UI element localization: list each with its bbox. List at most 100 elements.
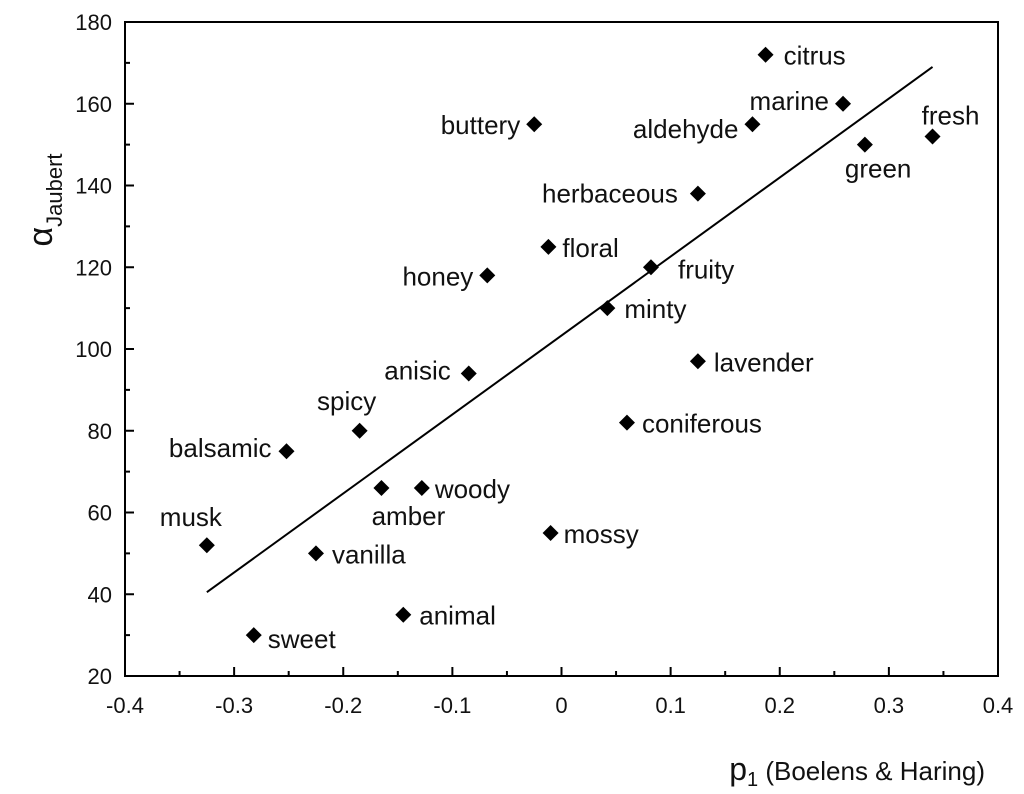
x-tick-label: 0 [555, 693, 567, 718]
point-label: vanilla [332, 539, 406, 569]
x-tick-label: -0.4 [106, 693, 144, 718]
diamond-marker [689, 353, 706, 370]
x-tick-label: -0.2 [324, 693, 362, 718]
point-label: spicy [317, 386, 376, 416]
diamond-marker [198, 537, 215, 554]
diamond-marker [373, 479, 390, 496]
diamond-marker [599, 300, 616, 317]
x-axis-title: p1 (Boelens & Haring) [729, 751, 985, 791]
y-axis-title: αJaubert [22, 153, 67, 246]
diamond-marker [542, 524, 559, 541]
point-label: floral [562, 233, 618, 263]
point-label: amber [372, 501, 446, 531]
data-point-musk: musk [160, 502, 223, 554]
y-axis-title-sub: Jaubert [42, 153, 67, 226]
y-axis-title-main: α [22, 227, 60, 247]
x-tick-label: 0.4 [983, 693, 1014, 718]
data-point-animal: animal [395, 601, 496, 631]
trendline-group [206, 66, 934, 594]
diamond-marker [689, 185, 706, 202]
y-tick-label: 160 [75, 92, 112, 117]
point-label: green [845, 154, 912, 184]
diamond-marker [744, 116, 761, 133]
data-point-vanilla: vanilla [307, 539, 406, 569]
diamond-marker [856, 136, 873, 153]
diamond-marker [924, 128, 941, 145]
diamond-marker [351, 422, 368, 439]
point-label: anisic [384, 356, 450, 386]
diamond-marker [526, 116, 543, 133]
point-label: coniferous [642, 409, 762, 439]
point-label: woody [434, 474, 510, 504]
data-point-lavender: lavender [689, 347, 814, 377]
point-label: citrus [784, 41, 846, 71]
data-point-fruity: fruity [642, 254, 734, 284]
y-axis-ticks: 20 40 60 80 100 120 140 160 180 [75, 10, 134, 689]
diamond-marker [757, 46, 774, 63]
data-point-minty: minty [599, 294, 686, 324]
point-label: balsamic [169, 433, 272, 463]
data-point-balsamic: balsamic [169, 433, 295, 463]
diamond-marker [413, 479, 430, 496]
data-point-citrus: citrus [757, 41, 846, 71]
data-point-sweet: sweet [245, 624, 337, 654]
point-label: marine [750, 86, 829, 116]
data-point-spicy: spicy [317, 386, 376, 439]
y-tick-label: 100 [75, 337, 112, 362]
x-tick-label: -0.1 [433, 693, 471, 718]
data-point-honey: honey [402, 261, 496, 291]
point-label: fresh [922, 100, 980, 130]
data-point-marine: marine [750, 86, 852, 116]
x-tick-label: 0.1 [655, 693, 686, 718]
data-point-coniferous: coniferous [618, 409, 762, 439]
diamond-marker [642, 259, 659, 276]
x-tick-label: -0.3 [215, 693, 253, 718]
point-label: herbaceous [542, 179, 678, 209]
x-axis-title-main: p [729, 751, 747, 787]
y-tick-label: 180 [75, 10, 112, 35]
data-points: citrus marine fresh buttery aldehyde green her… [160, 41, 980, 654]
diamond-marker [307, 545, 324, 562]
y-tick-label: 60 [88, 501, 112, 526]
point-label: minty [624, 294, 686, 324]
y-tick-label: 40 [88, 582, 112, 607]
y-tick-label: 120 [75, 255, 112, 280]
x-tick-label: 0.3 [874, 693, 905, 718]
plot-area [124, 21, 999, 677]
x-axis-title-sub: 1 [747, 769, 758, 791]
x-axis-title-rest: (Boelens & Haring) [758, 756, 985, 786]
y-tick-label: 20 [88, 664, 112, 689]
point-label: honey [402, 261, 473, 291]
diamond-marker [245, 627, 262, 644]
data-point-floral: floral [540, 233, 619, 263]
data-point-amber: amber [372, 479, 446, 531]
data-point-anisic: anisic [384, 356, 477, 386]
data-point-woody: woody [413, 474, 510, 504]
x-tick-label: 0.2 [764, 693, 795, 718]
y-tick-label: 140 [75, 174, 112, 199]
diamond-marker [618, 414, 635, 431]
data-point-aldehyde: aldehyde [633, 114, 761, 144]
diamond-marker [395, 606, 412, 623]
data-point-mossy: mossy [542, 519, 639, 549]
data-point-herbaceous: herbaceous [542, 179, 706, 209]
diamond-marker [460, 365, 477, 382]
y-tick-label: 80 [88, 419, 112, 444]
diamond-marker [835, 95, 852, 112]
point-label: aldehyde [633, 114, 739, 144]
x-axis-ticks: -0.4 -0.3 -0.2 -0.1 0 0.1 0.2 0.3 0.4 [106, 667, 1013, 718]
point-label: musk [160, 502, 223, 532]
point-label: fruity [678, 254, 734, 284]
data-point-green: green [845, 136, 912, 184]
point-label: animal [419, 601, 496, 631]
point-label: lavender [714, 347, 814, 377]
diamond-marker [479, 267, 496, 284]
point-label: sweet [268, 624, 337, 654]
point-label: buttery [441, 110, 521, 140]
data-point-buttery: buttery [441, 110, 543, 140]
diamond-marker [540, 238, 557, 255]
diamond-marker [278, 443, 295, 460]
data-point-fresh: fresh [922, 100, 980, 145]
trendline [206, 66, 934, 594]
